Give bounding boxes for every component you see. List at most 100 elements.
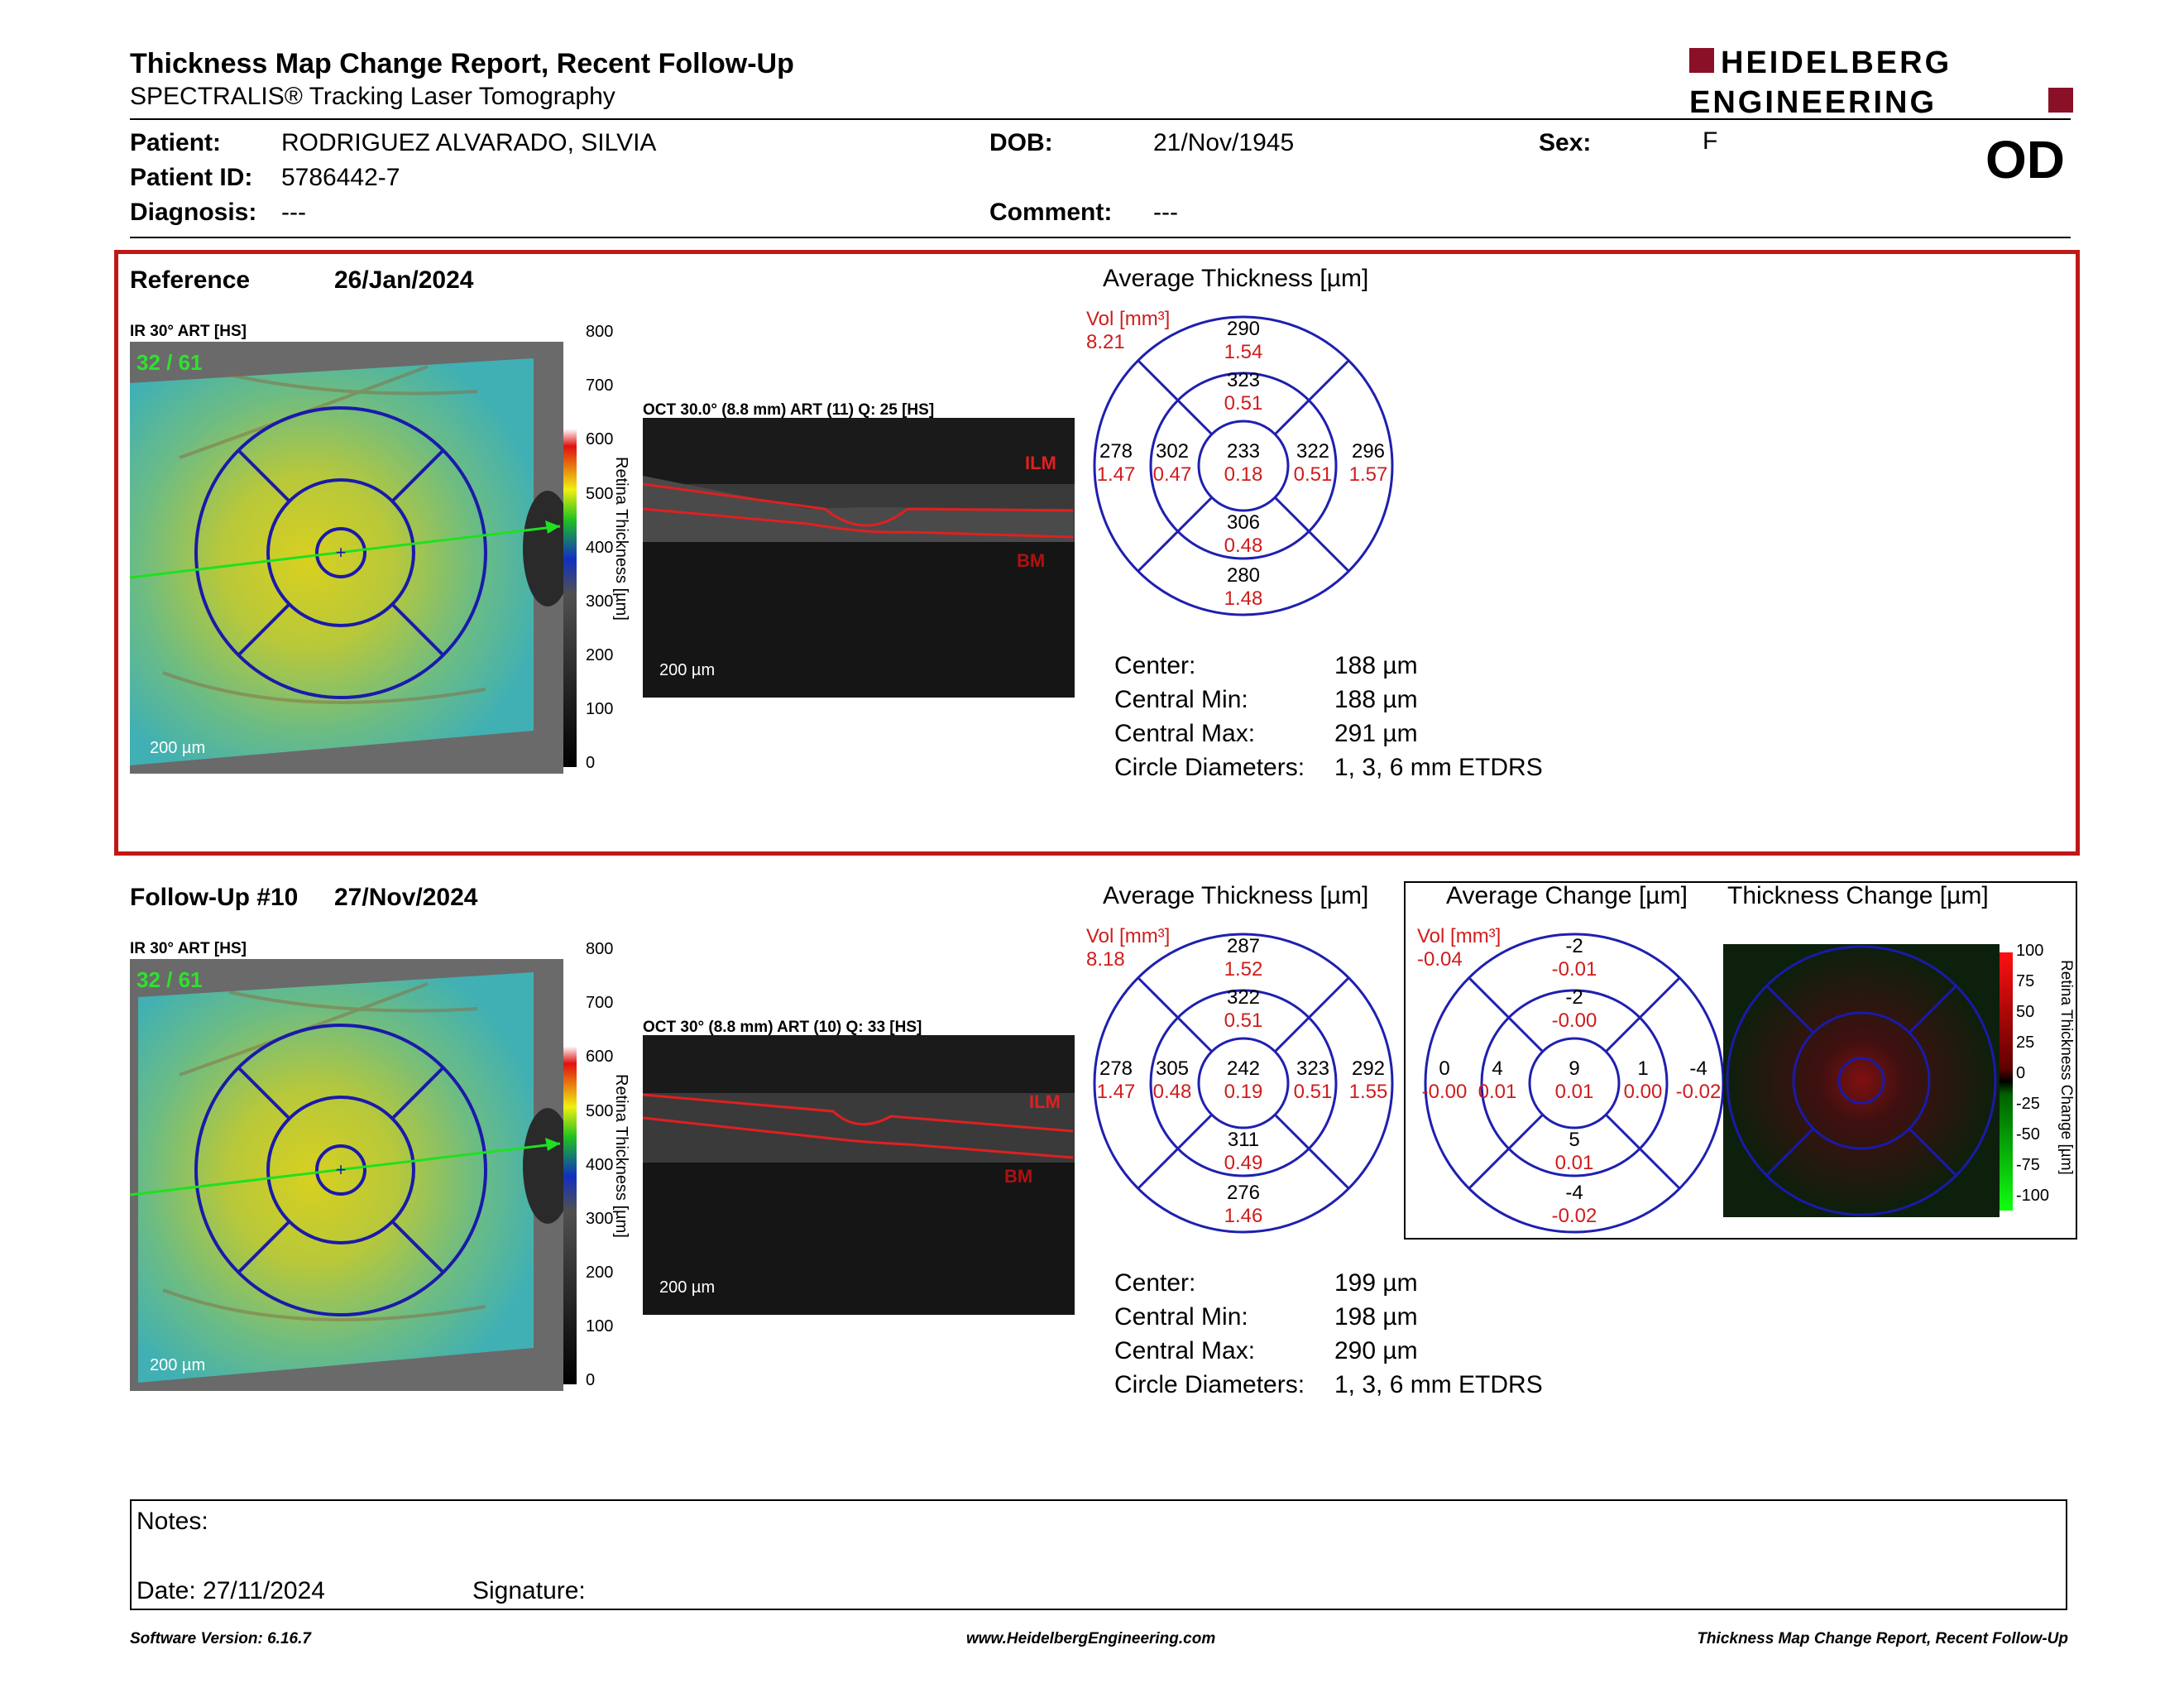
fu-grid-bottom-outer: 276 1.46 [1224,1182,1263,1227]
grid-right-outer: 296 1.57 [1348,440,1388,486]
fu-avg-thickness-title: Average Thickness [µm] [1103,882,1369,909]
patient-id-label: Patient ID: [130,164,253,191]
grid-right-inner: 322 0.51 [1293,440,1333,486]
tick-800: 800 [586,323,614,341]
fu-oct-graphic [643,1035,1075,1315]
change-box [1404,881,2077,1240]
frame-count: 32 / 61 [136,350,203,375]
signature-label: Signature: [472,1577,586,1604]
fu-tick-100: 100 [586,1317,614,1336]
fu-colorbar-label: Retina Thickness [µm] [612,1074,630,1238]
fu-grid-right-inner: 323 0.51 [1293,1057,1333,1103]
followup-label: Follow-Up #10 [130,884,299,911]
followup-date: 27/Nov/2024 [334,884,478,911]
avg-thickness-title: Average Thickness [µm] [1103,265,1369,292]
fu-thickness-colorbar [563,951,577,1384]
fu-tick-400: 400 [586,1156,614,1174]
fu-etdrs-grid-graphic [1093,933,1394,1234]
tick-400: 400 [586,539,614,557]
vol-label: Vol [mm³] [1086,308,1171,330]
grid-left-inner: 302 0.47 [1152,440,1192,486]
ilm-label: ILM [1025,453,1056,473]
fu-bm-label: BM [1004,1166,1033,1187]
notes-box[interactable] [130,1499,2067,1610]
chg-tick-0: 0 [2016,1064,2026,1082]
grid-center: 233 0.18 [1224,440,1263,486]
fu-tick-200: 200 [586,1264,614,1282]
svg-text:+: + [336,542,347,563]
change-colorbar-label: Retina Thickness Change [µm] [2057,960,2075,1175]
chg-tick-50: 50 [2016,1003,2035,1021]
patient-id: 5786442-7 [281,164,400,191]
fundus-scale: 200 µm [150,739,206,757]
stat-center: Center: 188 µm [1114,652,1418,679]
ir-image-label: IR 30° ART [HS] [130,323,247,340]
fundus-thickness-map: + 32 / 61 200 µm [130,342,563,774]
grid-bottom-outer: 280 1.48 [1224,564,1263,610]
chg-left-outer: 0 -0.00 [1421,1057,1468,1103]
diagnosis-label: Diagnosis: [130,199,257,226]
fu-stat-central-min: Central Min: 198 µm [1114,1303,1418,1331]
etdrs-grid-graphic [1093,315,1394,616]
fu-grid-left-inner: 305 0.48 [1152,1057,1192,1103]
chg-center: 9 0.01 [1554,1057,1594,1103]
fu-grid-center: 242 0.19 [1224,1057,1263,1103]
fu-oct-label: OCT 30° (8.8 mm) ART (10) Q: 33 [HS] [643,1019,922,1036]
chg-bottom-inner: 5 0.01 [1554,1129,1594,1174]
tick-600: 600 [586,430,614,448]
eye-label: OD [1985,130,2065,189]
fu-grid-top-inner: 322 0.51 [1224,986,1263,1032]
chg-right-inner: 1 0.00 [1623,1057,1663,1103]
change-map-graphic [1723,944,2000,1217]
diagnosis-value: --- [281,199,306,226]
reference-stats: Center: 188 µm Central Min: 188 µm Central… [1114,649,1543,784]
comment-label: Comment: [989,199,1113,226]
thickness-change-title: Thickness Change [µm] [1727,882,1989,909]
fu-ir-image-label: IR 30° ART [HS] [130,940,247,957]
chg-left-inner: 4 0.01 [1478,1057,1517,1103]
reference-label: Reference [130,266,251,294]
footer-report-name: Thickness Map Change Report, Recent Foll… [1697,1630,2068,1647]
fu-grid-bottom-inner: 311 0.49 [1224,1129,1263,1174]
logo-graphic: HEIDELBERG ENGINEERING [1689,46,2073,120]
fu-tick-700: 700 [586,994,614,1012]
report-subtitle: SPECTRALIS® Tracking Laser Tomography [130,83,615,110]
patient-label: Patient: [130,129,222,156]
header-rule [130,118,2071,120]
sex-value: F [1703,127,1718,155]
colorbar-ticks: 800 700 600 500 400 300 200 100 0 [579,323,614,778]
fu-grid-top-outer: 287 1.52 [1224,935,1263,981]
change-vol-label: Vol [mm³] [1417,925,1502,947]
fu-tick-500: 500 [586,1102,614,1120]
chg-tick-75: 75 [2016,972,2035,990]
fu-vol-label: Vol [mm³] [1086,925,1171,947]
fu-etdrs-grid [1090,930,1396,1236]
colorbar-label: Retina Thickness [µm] [612,457,630,621]
grid-top-outer: 290 1.54 [1224,318,1263,363]
fu-fundus-scale: 200 µm [150,1356,206,1374]
fundus-map-graphic: + [130,342,563,774]
stat-circle-diameters: Circle Diameters: 1, 3, 6 mm ETDRS [1114,754,1543,781]
fu-colorbar-ticks: 800 700 600 500 400 300 200 100 0 [579,940,614,1395]
comment-value: --- [1153,199,1178,226]
chg-top-outer: -2 -0.01 [1551,935,1597,981]
etdrs-grid [1090,313,1396,619]
fu-etdrs-values: 287 1.52 322 0.51 278 1.47 305 0.48 242 0.19 … [1090,930,1396,1236]
logo-line2: ENGINEERING [1689,85,1937,119]
change-vol-value: -0.04 [1417,948,1463,971]
bm-label: BM [1017,550,1046,571]
heidelberg-logo: HEIDELBERG ENGINEERING [1688,43,2076,120]
notes-label: Notes: [136,1508,208,1535]
website-link[interactable]: www.HeidelbergEngineering.com [966,1630,1216,1647]
fu-stat-central-max: Central Max: 290 µm [1114,1337,1418,1364]
tick-200: 200 [586,646,614,664]
avg-change-title: Average Change [µm] [1446,882,1688,909]
report-title: Thickness Map Change Report, Recent Foll… [130,48,794,79]
tick-300: 300 [586,592,614,611]
fu-tick-600: 600 [586,1048,614,1066]
patient-rule [130,237,2071,238]
chg-bottom-outer: -4 -0.02 [1551,1182,1597,1227]
date-label: Date: 27/11/2024 [136,1577,325,1604]
fu-tick-300: 300 [586,1210,614,1228]
etdrs-values: 290 1.54 323 0.51 278 1.47 302 0.47 233 0.18 … [1090,313,1396,619]
